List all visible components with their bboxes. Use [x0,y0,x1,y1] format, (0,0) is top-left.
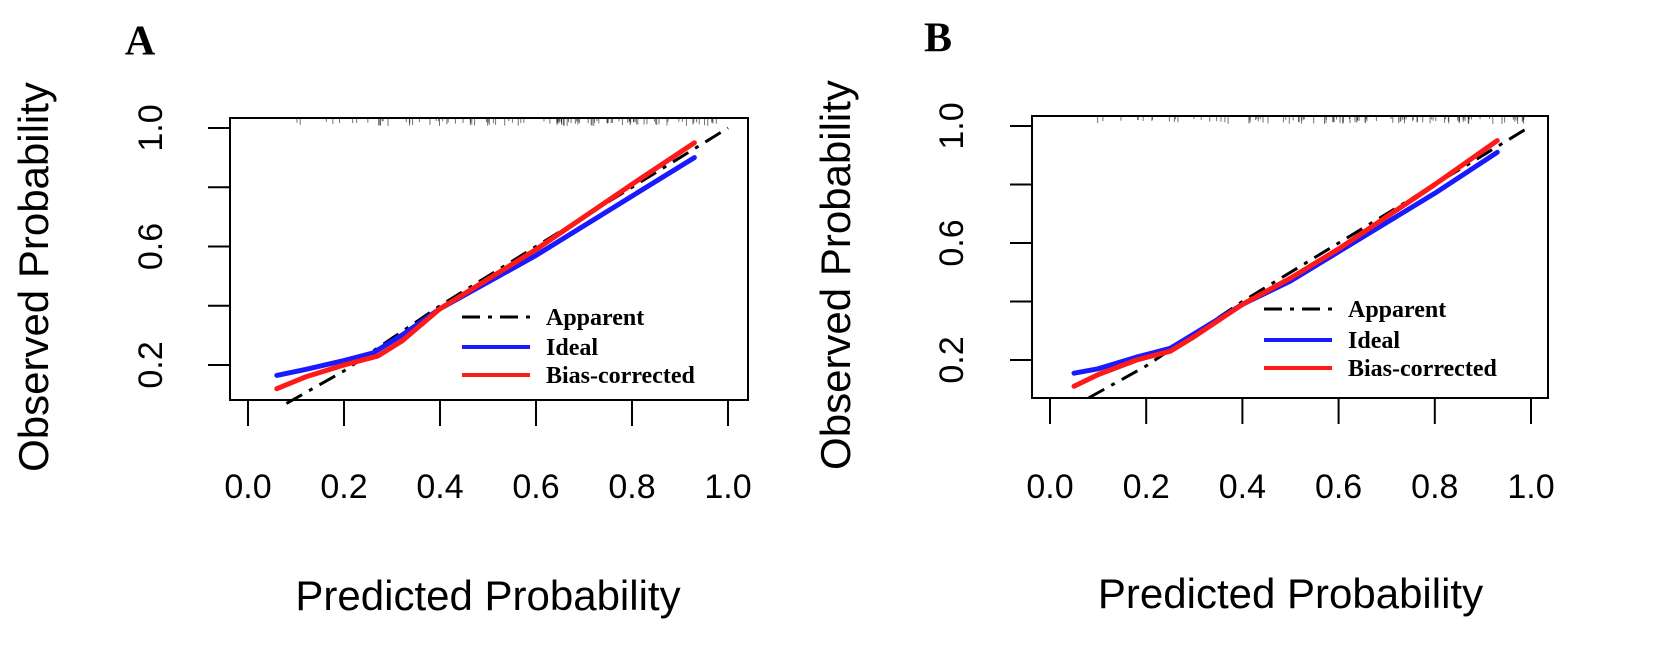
panel-a-y-axis-title: Observed Probability [10,82,57,472]
panel-a-label: A [125,19,156,65]
panel-a-y-tick-label: 0.6 [132,223,170,270]
panel-a-x-tick-label: 0.4 [416,468,463,506]
panel-a-series-ideal [274,155,697,378]
panel-b-label: B [924,16,952,62]
panel-a-y-tick-label: 0.2 [132,341,170,388]
panel-b-legend-label: Apparent [1348,297,1446,323]
panel-a-legend-label: Ideal [546,335,598,361]
panel-a-series-apparent [285,126,729,405]
panel-b-y-tick-label: 0.6 [933,219,971,266]
panel-b-legend-label: Ideal [1348,328,1400,354]
panel-a-x-tick-label: 1.0 [704,468,751,506]
panel-a-legend-label: Apparent [546,305,644,331]
panel-b-x-tick-label: 0.2 [1123,468,1170,506]
panel-b-x-tick-label: 0.8 [1411,468,1458,506]
panel-a-y-tick-label: 1.0 [132,104,170,151]
panel-b-x-tick-label: 1.0 [1507,468,1554,506]
panel-a-series-bias-corrected [274,140,697,392]
panel-b-series-bias-corrected [1071,138,1500,389]
panel-b-y-axis-title: Observed Probability [812,80,859,470]
panel-b-x-axis-title: Predicted Probability [1098,570,1483,617]
panel-b-x-tick-label: 0.6 [1315,468,1362,506]
panel-a-x-tick-label: 0.8 [608,468,655,506]
panel-a-x-tick-label: 0.0 [224,468,271,506]
panel-b-x-tick-label: 0.4 [1219,468,1266,506]
panel-a-x-tick-label: 0.2 [320,468,367,506]
panel-b-y-tick-label: 1.0 [933,102,971,149]
panel-a-legend-label: Bias-corrected [546,363,695,389]
panel-b-x-tick-label: 0.0 [1026,468,1073,506]
panel-a-x-axis-title: Predicted Probability [295,572,680,619]
panel-b-y-tick-label: 0.2 [933,336,971,383]
panel-a-x-tick-label: 0.6 [512,468,559,506]
panel-b-legend-label: Bias-corrected [1348,356,1497,382]
